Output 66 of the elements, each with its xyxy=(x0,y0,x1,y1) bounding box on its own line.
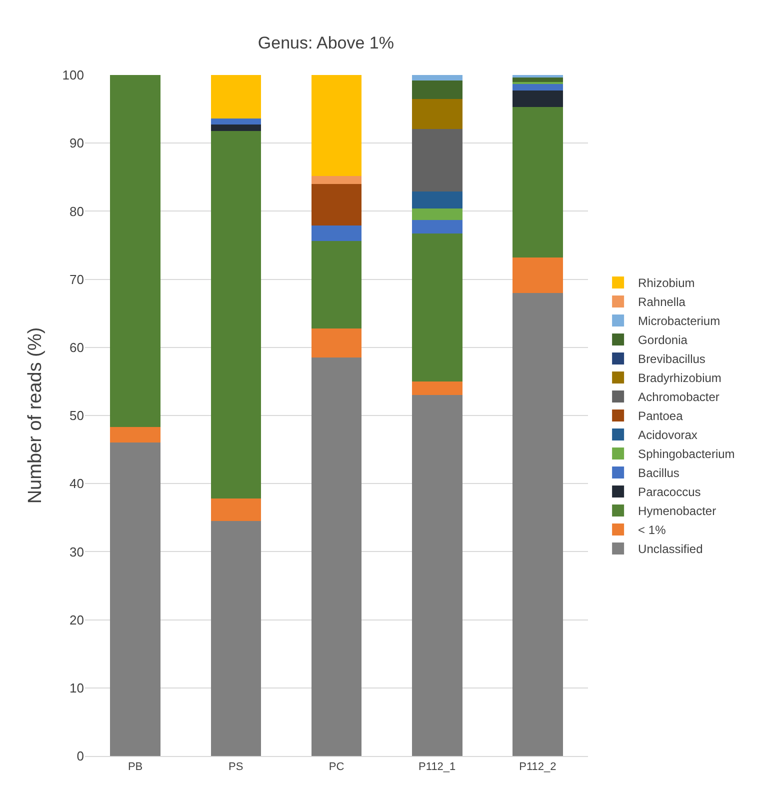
legend-label: Bradyrhizobium xyxy=(638,371,722,386)
bar xyxy=(110,75,160,428)
legend-label: Unclassified xyxy=(638,542,703,556)
bar xyxy=(412,98,462,129)
bar xyxy=(210,521,262,756)
y-tick-label: 70 xyxy=(70,272,84,287)
bar xyxy=(412,80,462,99)
y-tick-label: 80 xyxy=(70,204,84,219)
bar xyxy=(110,442,160,756)
bar xyxy=(412,191,462,208)
bar xyxy=(311,226,362,242)
bar xyxy=(412,208,462,220)
bar xyxy=(412,220,462,234)
bar xyxy=(512,90,563,108)
bar xyxy=(311,328,362,358)
x-tick-label: P112_1 xyxy=(418,761,456,774)
bar xyxy=(311,176,362,184)
bar xyxy=(512,292,563,756)
x-tick-label: PB xyxy=(128,761,143,774)
y-tick-label: 50 xyxy=(70,408,84,424)
legend-label: < 1% xyxy=(638,523,666,538)
y-tick-label: 90 xyxy=(70,136,84,151)
y-tick-label: 10 xyxy=(70,680,84,696)
bar xyxy=(412,395,462,756)
bar xyxy=(210,118,262,125)
bar xyxy=(210,124,262,131)
legend-label: Gordonia xyxy=(638,333,688,348)
bar xyxy=(412,75,462,80)
legend-label: Rahnella xyxy=(638,295,686,310)
x-tick-label: PC xyxy=(328,761,344,774)
bar xyxy=(412,234,462,382)
bar xyxy=(512,84,563,91)
bar xyxy=(110,427,160,443)
y-tick-label: 30 xyxy=(70,544,84,560)
legend-label: Microbacterium xyxy=(638,314,720,328)
bar xyxy=(210,75,262,119)
bar xyxy=(512,78,563,82)
legend-label: Rhizobium xyxy=(638,276,695,290)
y-tick-label: 100 xyxy=(62,68,84,83)
legend-label: Hymenobacter xyxy=(638,504,716,518)
bar xyxy=(412,381,462,396)
x-tick-label: PS xyxy=(228,761,244,774)
y-tick-label: 0 xyxy=(76,748,84,764)
legend-label: Acidovorax xyxy=(638,428,698,442)
bar xyxy=(210,498,262,522)
bar xyxy=(412,128,462,192)
chart-title: Genus: Above 1% xyxy=(258,33,394,52)
legend-label: Achromobacter xyxy=(638,390,720,404)
y-tick-label: 60 xyxy=(70,340,84,355)
bar xyxy=(311,358,362,756)
bar xyxy=(512,258,563,293)
legend-label: Bacillus xyxy=(638,466,680,480)
y-axis-title: Number of reads (%) xyxy=(25,327,46,504)
bar xyxy=(311,184,362,226)
bar xyxy=(311,75,362,176)
y-tick-label: 40 xyxy=(70,476,84,492)
bar xyxy=(512,107,563,258)
bar xyxy=(311,241,362,328)
x-tick-label: P112_2 xyxy=(519,761,556,774)
legend-label: Brevibacillus xyxy=(638,352,706,366)
bar xyxy=(210,130,262,499)
legend-label: Pantoea xyxy=(638,409,684,424)
legend-label: Sphingobacterium xyxy=(638,447,735,462)
y-tick-label: 20 xyxy=(70,612,84,628)
legend-label: Paracoccus xyxy=(638,485,701,500)
bar xyxy=(512,75,563,78)
